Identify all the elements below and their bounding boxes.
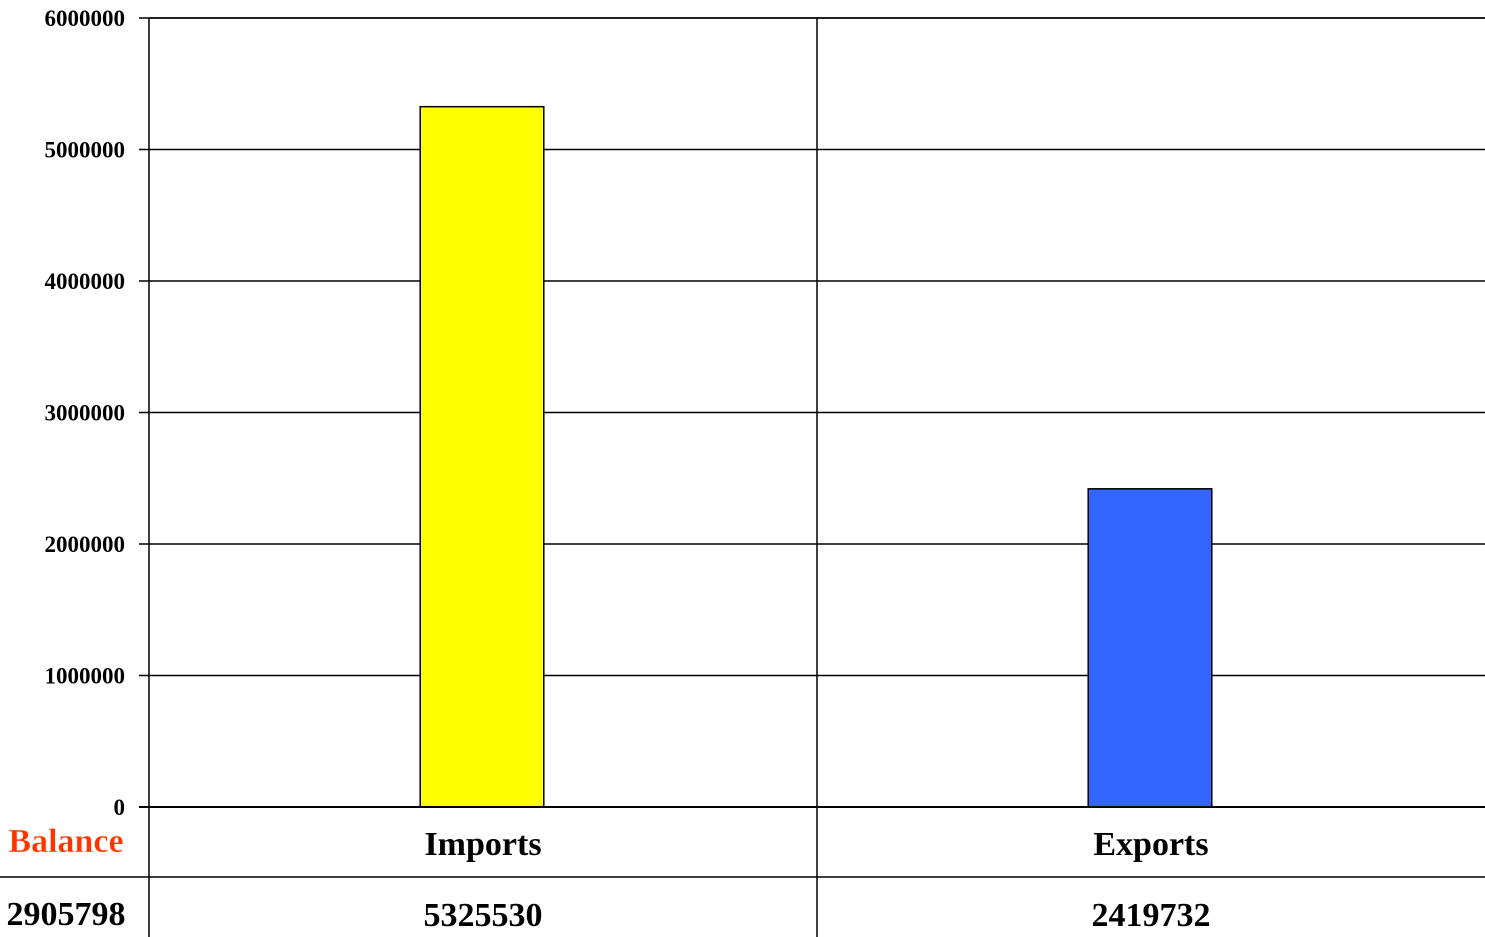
data-table: Balance 2905798 Imports 5325530 Exports 241… xyxy=(7,823,1211,934)
y-tick-label-6000000: 6000000 xyxy=(45,6,126,31)
value-label-imports: 5325530 xyxy=(424,897,543,934)
y-tick-label-5000000: 5000000 xyxy=(45,138,126,163)
y-tick-label-1000000: 1000000 xyxy=(45,664,126,689)
y-tick-label-3000000: 3000000 xyxy=(45,401,126,426)
y-axis-ticks: 0 1000000 2000000 3000000 4000000 5000000 6000… xyxy=(45,6,149,820)
balance-value: 2905798 xyxy=(7,896,126,933)
balance-label: Balance xyxy=(8,823,123,860)
bars xyxy=(419,105,1213,808)
value-label-exports: 2419732 xyxy=(1092,897,1211,934)
y-tick-label-4000000: 4000000 xyxy=(45,269,126,294)
y-tick-label-2000000: 2000000 xyxy=(45,532,126,557)
bar-imports xyxy=(419,105,545,808)
bar-exports xyxy=(1087,488,1213,808)
category-label-exports: Exports xyxy=(1093,826,1208,863)
plot-frame xyxy=(0,17,1485,937)
category-label-imports: Imports xyxy=(424,826,541,863)
y-tick-label-0: 0 xyxy=(114,795,126,820)
